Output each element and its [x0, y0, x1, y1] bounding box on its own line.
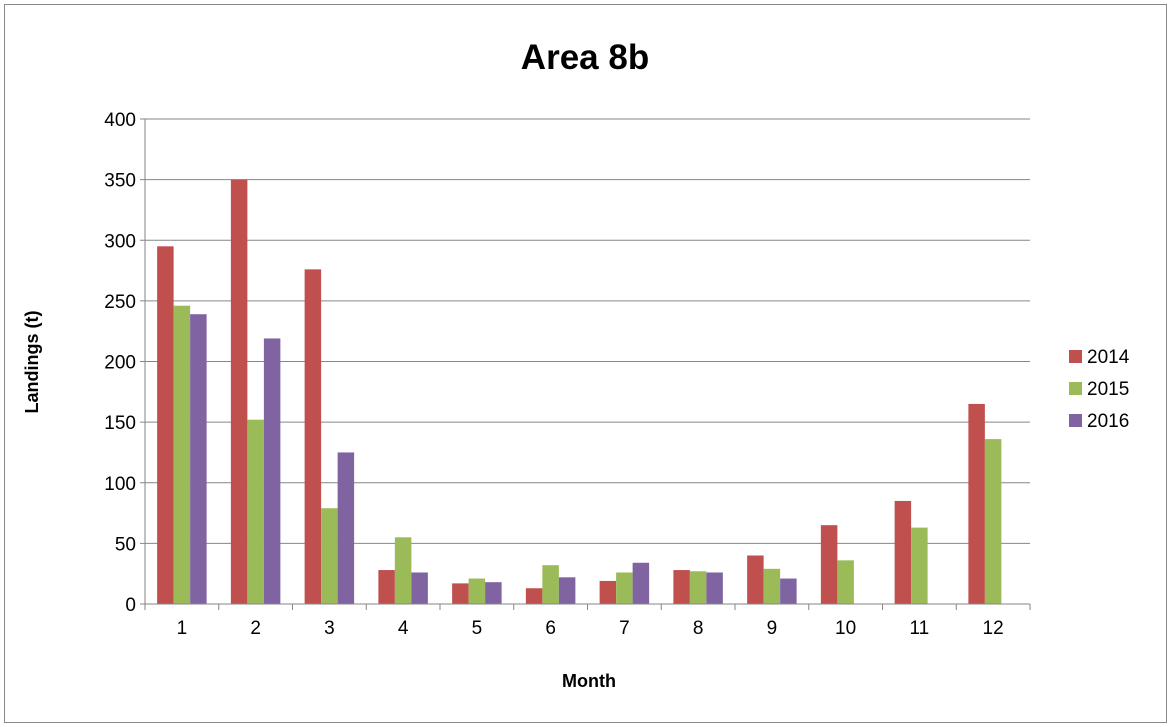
bar-2015-month-6 — [542, 565, 559, 604]
bar-2014-month-6 — [525, 588, 543, 604]
x-tick-label: 3 — [324, 618, 335, 639]
gridlines — [145, 118, 1030, 544]
bar-2014-month-3 — [304, 269, 322, 604]
bar-2016-month-9 — [780, 578, 797, 604]
y-tick-label: 400 — [104, 110, 136, 131]
bar-2014-month-5 — [452, 583, 469, 604]
bar-2015-month-12 — [984, 439, 1002, 604]
bar-2015-month-7 — [616, 572, 633, 604]
bar-2016-month-7 — [632, 562, 650, 604]
y-tick-label: 0 — [125, 595, 136, 616]
bar-2014-month-8 — [673, 570, 690, 604]
bar-2015-month-10 — [837, 560, 854, 604]
legend: 2014 2015 2016 — [1069, 347, 1130, 432]
bar-2016-month-3 — [337, 452, 355, 604]
legend-swatch-2016 — [1069, 414, 1082, 427]
bar-2015-month-11 — [911, 527, 928, 604]
x-tick-label: 11 — [910, 618, 930, 639]
bar-2014-month-4 — [378, 570, 395, 604]
chart-frame: Area 8b 0 50 100 150 200 250 300 350 400 1 2 3 4 5 6 7 8… — [4, 4, 1167, 723]
bar-2014-month-7 — [599, 580, 617, 604]
bar-2014-month-9 — [747, 555, 764, 604]
legend-label-2014: 2014 — [1087, 347, 1130, 368]
bar-2015-month-9 — [763, 568, 781, 604]
bar-2014-month-2 — [230, 179, 248, 604]
bars — [157, 179, 1002, 604]
bar-2015-month-8 — [689, 571, 707, 604]
x-tick-label: 7 — [619, 618, 630, 639]
x-tick-label: 9 — [767, 618, 778, 639]
x-tick-label: 10 — [835, 618, 856, 639]
x-tick-label: 6 — [545, 618, 556, 639]
x-tick-label: 5 — [472, 618, 483, 639]
y-tick-label: 250 — [104, 292, 136, 313]
y-tick-label: 150 — [104, 413, 136, 434]
x-tick-label: 2 — [250, 618, 261, 639]
bar-2015-month-3 — [321, 508, 338, 604]
bar-2016-month-4 — [411, 572, 428, 604]
y-tick-label: 300 — [104, 231, 136, 252]
bar-2016-month-8 — [706, 572, 723, 604]
x-tick-label: 12 — [983, 618, 1004, 639]
y-axis-label: Landings (t) — [22, 311, 42, 414]
x-tick-label: 4 — [398, 618, 409, 639]
x-tick-label: 1 — [177, 618, 188, 639]
bar-2014-month-11 — [894, 500, 912, 604]
x-axis-label: Month — [562, 671, 616, 691]
y-tick-label: 100 — [104, 474, 136, 495]
bar-2016-month-5 — [485, 582, 502, 604]
bar-2015-month-2 — [247, 419, 264, 604]
legend-label-2015: 2015 — [1087, 379, 1129, 400]
y-tick-label: 350 — [104, 171, 136, 192]
bar-2015-month-4 — [394, 537, 412, 604]
bar-2015-month-1 — [173, 305, 191, 604]
bar-2016-month-6 — [558, 577, 576, 604]
y-tick-label: 50 — [115, 534, 136, 555]
chart-title: Area 8b — [521, 38, 649, 77]
bar-2014-month-1 — [157, 246, 174, 604]
y-tick-label: 200 — [104, 353, 136, 374]
bar-2015-month-5 — [468, 578, 486, 604]
bar-2016-month-2 — [263, 338, 281, 604]
legend-swatch-2015 — [1069, 382, 1082, 395]
bar-2016-month-1 — [190, 314, 207, 604]
bar-2014-month-10 — [820, 525, 838, 604]
bar-2014-month-12 — [968, 403, 985, 604]
legend-swatch-2014 — [1069, 350, 1082, 363]
legend-label-2016: 2016 — [1087, 411, 1129, 432]
x-tick-label: 8 — [693, 618, 704, 639]
